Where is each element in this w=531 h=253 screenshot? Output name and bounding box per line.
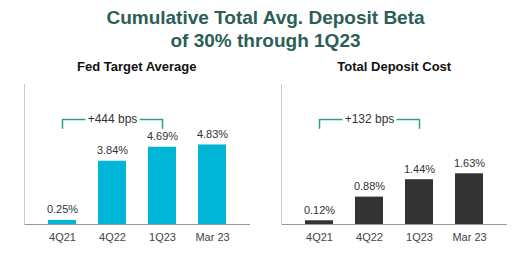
html-text:Total Deposit Cost: Total Deposit Cost — [337, 59, 452, 74]
svg-text:4Q21: 4Q21 — [49, 231, 76, 243]
html-text:Fed Target Average: Fed Target Average — [77, 59, 197, 74]
svg-text:0.25%: 0.25% — [47, 203, 78, 215]
svg-text:4Q21: 4Q21 — [306, 231, 333, 243]
svg-text:4Q22: 4Q22 — [99, 231, 126, 243]
svg-text:0.88%: 0.88% — [354, 180, 385, 192]
svg-text:+444 bps: +444 bps — [87, 112, 137, 126]
svg-text:+132 bps: +132 bps — [345, 112, 395, 126]
svg-text:0.12%: 0.12% — [304, 204, 335, 216]
svg-text:4.69%: 4.69% — [147, 130, 178, 142]
svg-text:1.44%: 1.44% — [404, 163, 435, 175]
html-text:Cumulative Total Avg. Deposit: Cumulative Total Avg. Deposit Beta of 30… — [106, 7, 425, 51]
svg-text:4Q22: 4Q22 — [356, 231, 383, 243]
svg-text:4.83%: 4.83% — [197, 128, 228, 140]
svg-text:1Q23: 1Q23 — [406, 231, 433, 243]
svg-text:3.84%: 3.84% — [97, 144, 128, 156]
svg-text:1.63%: 1.63% — [454, 157, 485, 169]
svg-text:Mar 23: Mar 23 — [453, 231, 487, 243]
svg-text:Mar 23: Mar 23 — [195, 231, 229, 243]
svg-text:1Q23: 1Q23 — [149, 231, 176, 243]
